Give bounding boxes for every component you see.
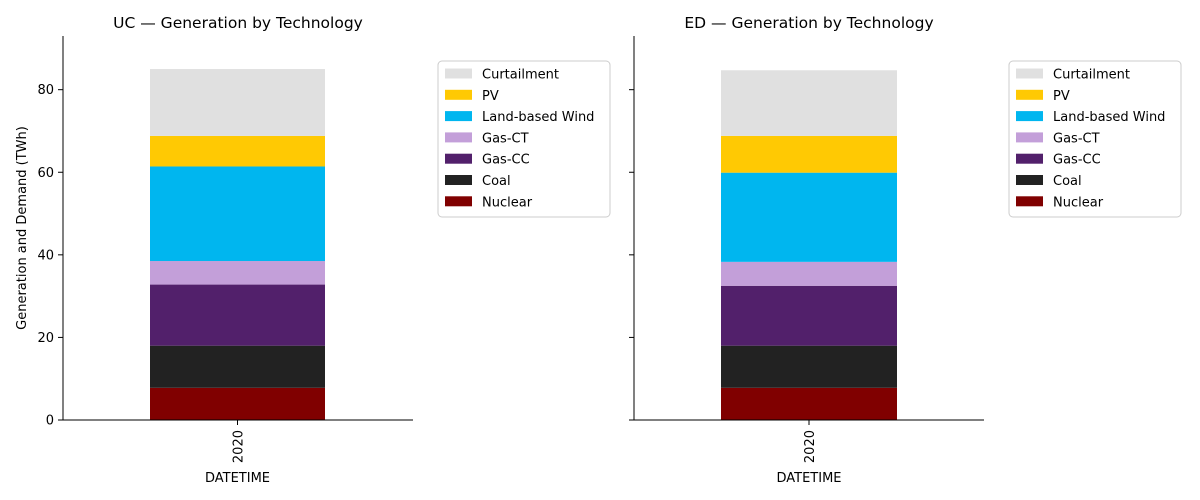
bar-segment-coal (150, 345, 325, 388)
chart-panel-0: 0 20 40 60 80 2020 DATETIME Generation and Dema… (15, 14, 611, 486)
bar-segment-pv (721, 135, 897, 173)
y-tick-label: 40 (37, 248, 54, 263)
bar-segment-gas-ct (721, 261, 897, 286)
legend-label: Land-based Wind (482, 110, 594, 125)
legend-label: Curtailment (482, 68, 559, 83)
legend-box (437, 60, 611, 218)
bar-segment-gas-cc (150, 284, 325, 346)
legend-swatch (1016, 89, 1043, 100)
x-axis-label: DATETIME (205, 471, 270, 486)
x-axis-label: DATETIME (776, 471, 841, 486)
legend-label: Gas-CT (1053, 131, 1100, 146)
legend: Curtailment PV Land-based Wind Gas-CT Gas-CC… (1008, 60, 1182, 218)
legend-label: Gas-CC (482, 153, 530, 168)
legend-swatch (445, 111, 472, 122)
legend-swatch (445, 132, 472, 143)
legend-label: PV (1053, 89, 1070, 104)
legend: Curtailment PV Land-based Wind Gas-CT Gas-CC… (437, 60, 611, 218)
legend-label: Gas-CC (1053, 153, 1101, 168)
bar-segment-coal (721, 345, 897, 388)
y-tick-label: 20 (37, 331, 54, 346)
legend-label: Nuclear (482, 195, 533, 210)
legend-label: Curtailment (1053, 68, 1130, 83)
x-tick-label: 2020 (803, 430, 818, 463)
bar-segment-pv (150, 135, 325, 167)
legend-swatch (445, 153, 472, 164)
x-tick-label: 2020 (232, 430, 247, 463)
bar-segment-gas-cc (721, 285, 897, 346)
legend-swatch (445, 89, 472, 100)
legend-label: Nuclear (1053, 195, 1104, 210)
legend-label: PV (482, 89, 499, 104)
legend-label: Coal (482, 174, 511, 189)
chart-panel-1: 2020 DATETIME ED — Generation by Technolog… (629, 14, 1182, 486)
legend-swatch (1016, 196, 1043, 207)
bar-segment-land-based-wind (721, 172, 897, 262)
bar-segment-curtailment (150, 69, 325, 136)
legend-swatch (445, 175, 472, 185)
bar-segment-nuclear (721, 387, 897, 420)
legend-swatch (445, 196, 472, 207)
chart-title: UC — Generation by Technology (113, 14, 363, 32)
legend-label: Land-based Wind (1053, 110, 1165, 125)
legend-swatch (1016, 175, 1043, 185)
legend-swatch (1016, 132, 1043, 143)
y-tick-label: 0 (46, 414, 54, 429)
legend-box (1008, 60, 1182, 218)
bar-segment-nuclear (150, 387, 325, 420)
legend-label: Gas-CT (482, 131, 529, 146)
y-tick-label: 60 (37, 166, 54, 181)
bar-segment-curtailment (721, 70, 897, 136)
legend-label: Coal (1053, 174, 1082, 189)
y-axis-label: Generation and Demand (TWh) (15, 126, 30, 330)
y-tick-label: 80 (37, 83, 54, 98)
legend-swatch (445, 68, 472, 79)
bar-segment-land-based-wind (150, 166, 325, 262)
legend-swatch (1016, 111, 1043, 122)
bar-segment-gas-ct (150, 261, 325, 285)
legend-swatch (1016, 153, 1043, 164)
chart-title: ED — Generation by Technology (684, 14, 933, 32)
legend-swatch (1016, 68, 1043, 79)
